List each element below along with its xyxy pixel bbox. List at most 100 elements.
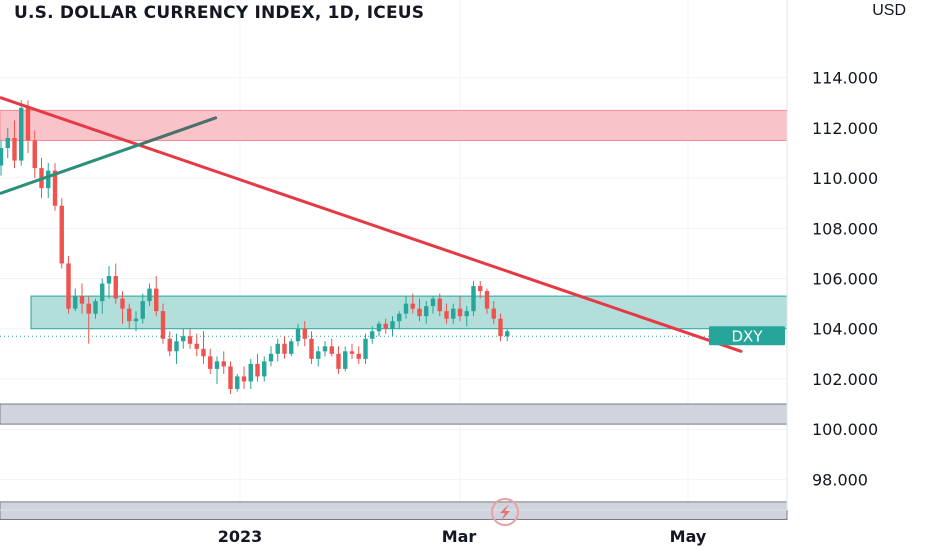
candle: [424, 301, 429, 324]
candle: [505, 328, 510, 342]
dxy-tag-box: [709, 326, 785, 346]
candle: [113, 263, 118, 304]
candle-body: [437, 298, 442, 312]
candle: [52, 163, 58, 211]
candle: [59, 198, 64, 269]
zones: [0, 109, 788, 520]
candle: [370, 326, 375, 344]
candles: [0, 100, 510, 394]
candle-body: [316, 351, 321, 359]
candle: [174, 333, 179, 364]
candle-body: [464, 311, 469, 317]
candle-body: [113, 276, 118, 299]
candle: [437, 293, 442, 317]
candle: [309, 331, 314, 364]
candle: [329, 338, 334, 357]
candle: [147, 283, 152, 307]
last-price-tag: DXY: [709, 326, 785, 346]
candle-body: [484, 291, 490, 309]
candle: [140, 293, 145, 324]
candle: [397, 311, 402, 329]
candle-body: [343, 351, 348, 369]
candle: [228, 361, 233, 394]
candle-body: [201, 348, 206, 357]
candle-body: [451, 308, 456, 319]
candle-body: [73, 296, 78, 309]
bottom-zone-zone: [0, 501, 788, 520]
candle-body: [363, 338, 368, 359]
x-tick-label: May: [670, 527, 707, 546]
candle: [275, 338, 280, 362]
tradingview-watermark: [491, 498, 519, 526]
candle: [187, 328, 193, 349]
candle: [221, 351, 226, 374]
candle: [120, 291, 125, 324]
candle-body: [167, 338, 172, 352]
candle: [0, 140, 4, 176]
candle-body: [302, 328, 307, 339]
candle-body: [187, 336, 193, 344]
candle: [19, 100, 24, 166]
lower-support-zone: [0, 403, 788, 425]
time-axis[interactable]: 2023 Mar May: [0, 509, 787, 546]
candle: [86, 296, 91, 344]
candle: [262, 356, 267, 382]
candle-body: [59, 205, 64, 264]
candle: [79, 283, 85, 314]
candle-body: [410, 303, 415, 309]
candle-body: [208, 356, 213, 369]
candle: [282, 336, 287, 359]
candle: [363, 333, 368, 364]
candle: [241, 366, 247, 389]
candle-body: [46, 170, 51, 189]
candle: [471, 281, 476, 317]
candle-body: [5, 137, 10, 149]
dxy-tag-label: DXY: [732, 327, 764, 345]
candle: [430, 296, 436, 314]
candle-body: [457, 308, 463, 317]
candle: [457, 296, 463, 322]
candle: [201, 331, 206, 364]
y-tick-label: 112.000: [812, 119, 878, 138]
candle-body: [444, 311, 449, 319]
candle-body: [370, 331, 375, 339]
candle-body: [478, 286, 483, 292]
y-tick-label: 114.000: [812, 69, 878, 88]
candle: [73, 288, 78, 312]
candle-body: [133, 318, 139, 322]
candle-body: [52, 170, 58, 206]
candle-body: [275, 343, 280, 354]
candle: [349, 343, 355, 359]
candle: [194, 333, 199, 357]
candle-body: [322, 346, 328, 352]
candle: [93, 298, 98, 319]
candle-body: [160, 311, 166, 339]
candle-body: [140, 301, 145, 319]
candle-body: [0, 148, 4, 166]
candle: [336, 346, 341, 374]
candle-body: [309, 338, 314, 359]
candle: [127, 303, 132, 329]
chart-title: U.S. DOLLAR CURRENCY INDEX, 1D, ICEUS: [14, 3, 425, 23]
y-tick-label: 108.000: [812, 219, 878, 238]
candle: [106, 265, 112, 299]
currency-label: USD: [872, 2, 906, 19]
candle-body: [93, 301, 98, 314]
candle-body: [268, 353, 274, 362]
y-tick-label: 104.000: [812, 320, 878, 339]
candle: [295, 323, 301, 347]
candle: [214, 356, 220, 384]
trend-lines: [0, 96, 743, 353]
candle: [376, 321, 382, 337]
price-axis[interactable]: 114.000 112.000 110.000 108.000 106.000 104.0…: [786, 0, 878, 510]
candle-body: [397, 313, 402, 322]
candle-body: [491, 308, 496, 319]
candle: [322, 341, 328, 357]
candle-body: [120, 298, 125, 309]
candle-body: [505, 331, 510, 337]
candle: [235, 373, 240, 392]
candle-body: [235, 376, 240, 389]
candle: [25, 100, 31, 154]
candle: [356, 346, 361, 364]
candle-body: [19, 107, 24, 161]
